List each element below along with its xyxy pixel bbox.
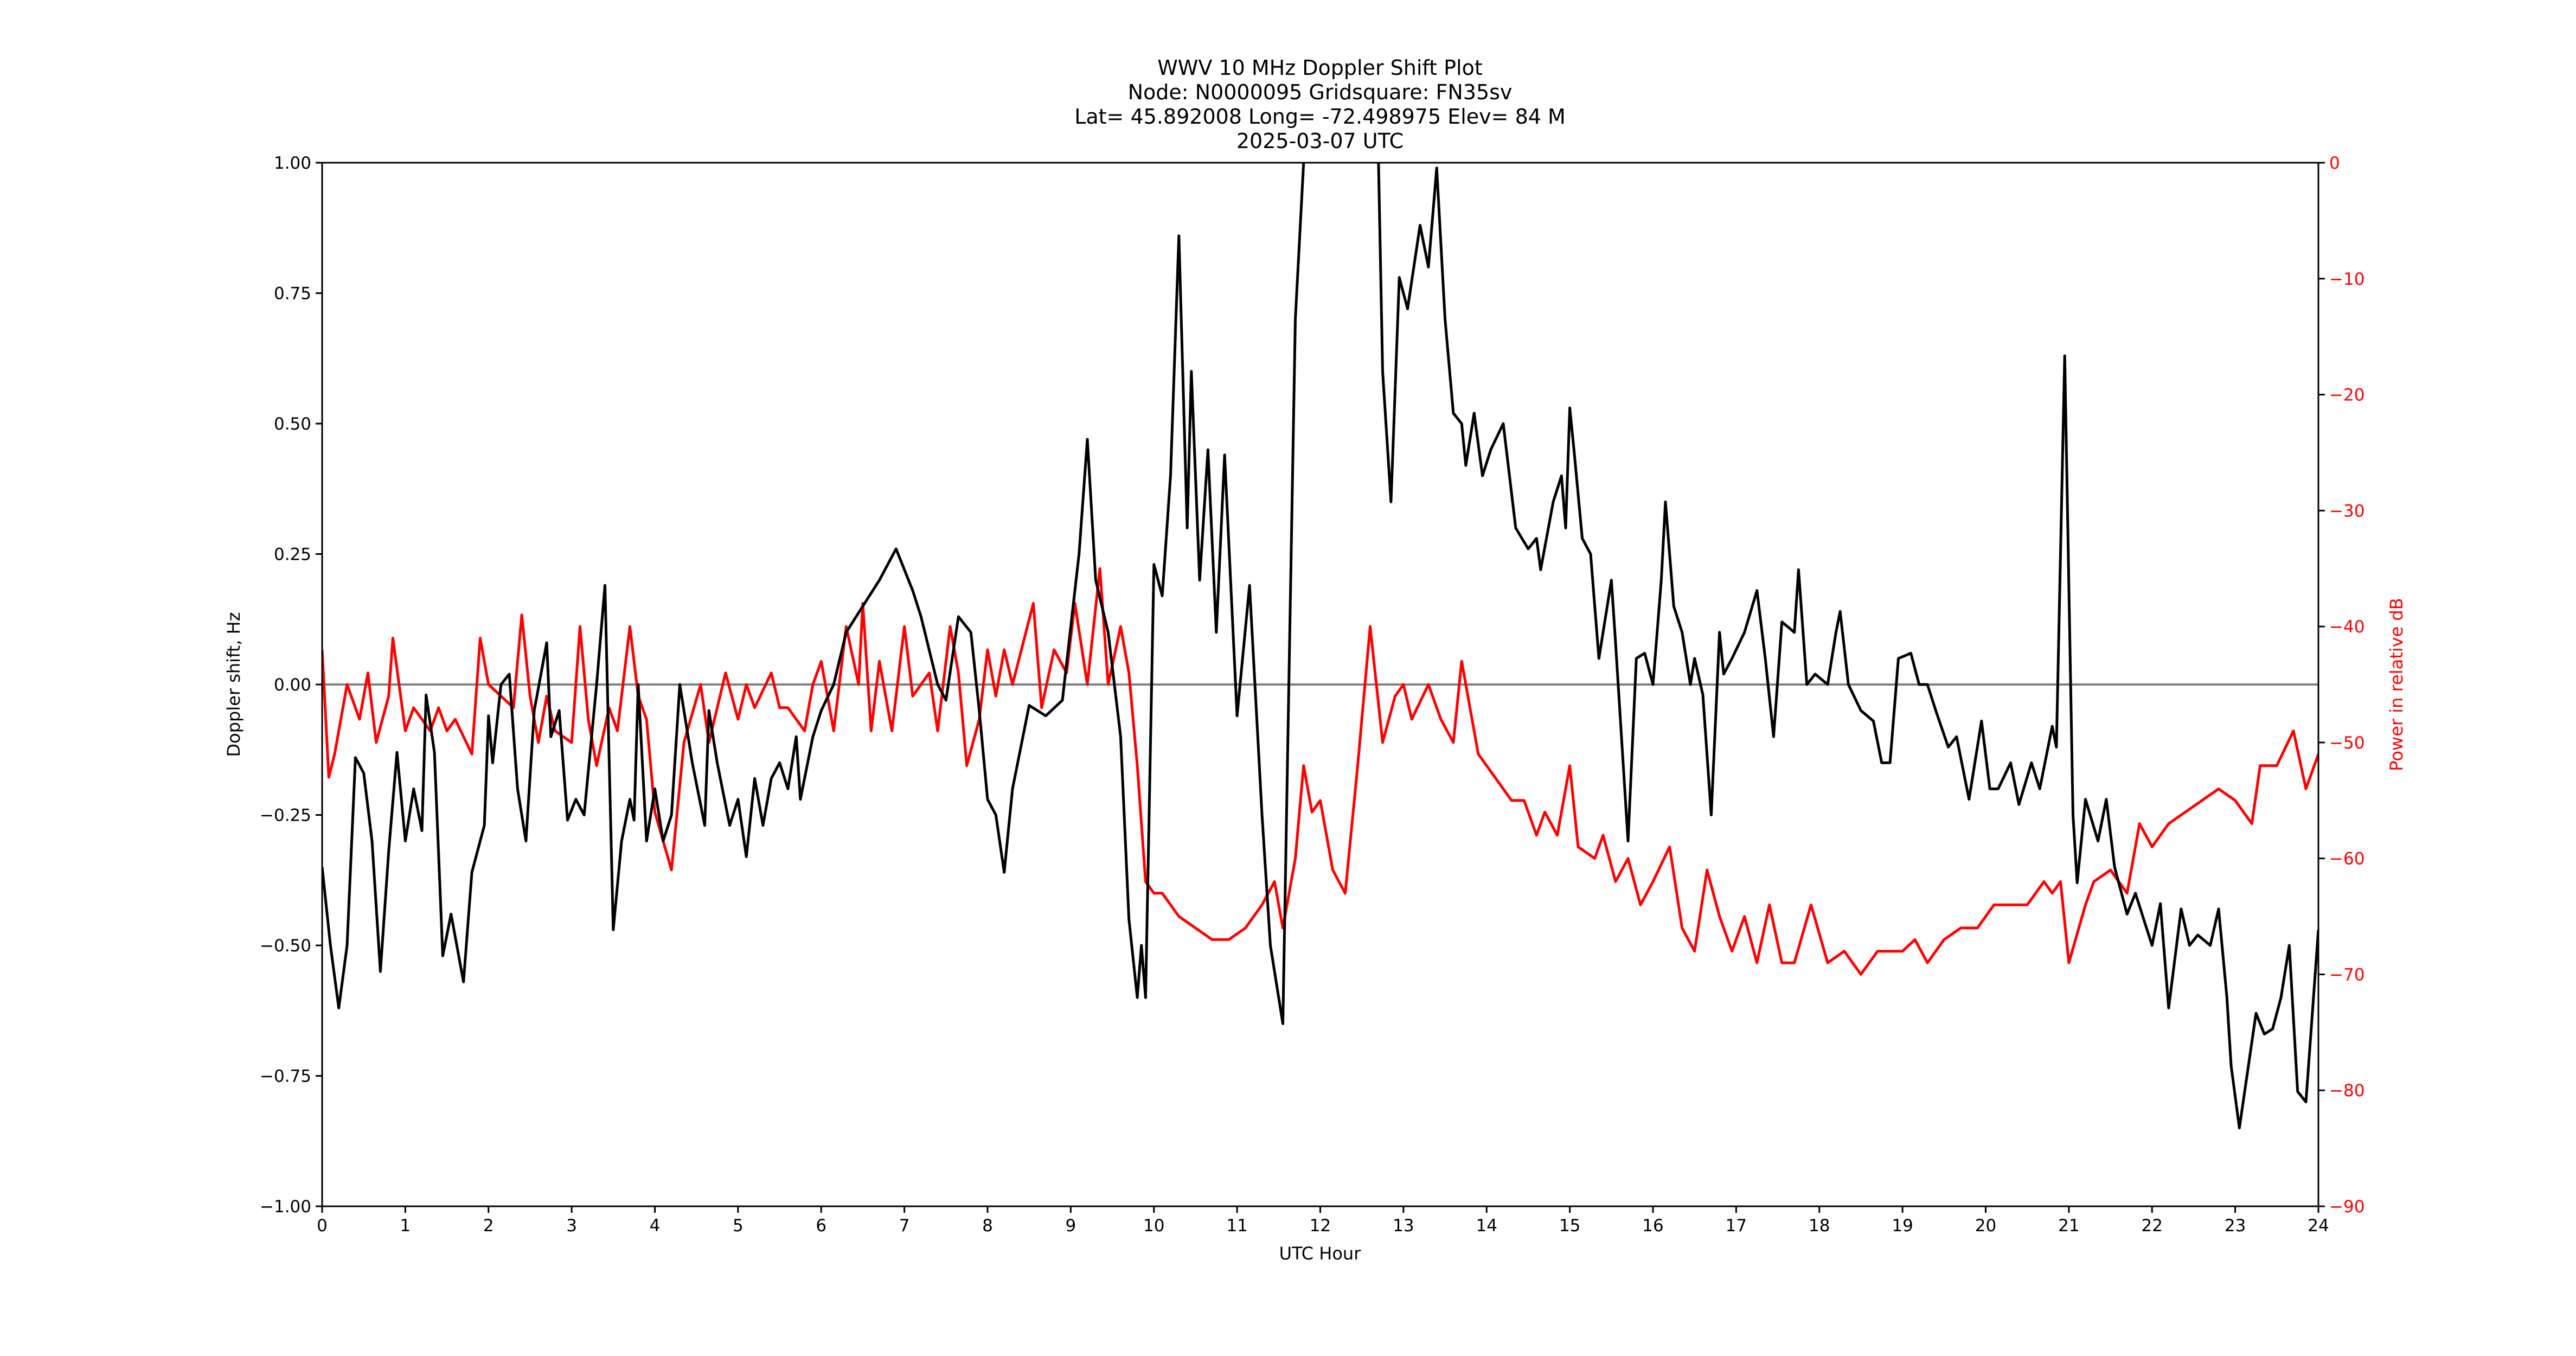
y-tick-label: 0.25 [274, 545, 311, 565]
title-line: Node: N0000095 Gridsquare: FN35sv [1128, 80, 1513, 104]
y-tick-label: −0.25 [260, 806, 311, 826]
y-axis-right: 0 −10 −20 −30 −40 −50 −60 −70 −80 −90 [2318, 153, 2364, 1217]
y2-tick-label: −40 [2329, 617, 2364, 637]
x-tick-label: 20 [1975, 1216, 1996, 1236]
title-line: WWV 10 MHz Doppler Shift Plot [1157, 56, 1483, 80]
y2-tick-label: −50 [2329, 733, 2364, 753]
x-tick-label: 14 [1476, 1216, 1497, 1236]
power-series-line [322, 567, 2318, 976]
doppler-series-line [322, 163, 2318, 1130]
y2-axis-label: Power in relative dB [2386, 598, 2407, 771]
y2-tick-label: −70 [2329, 965, 2364, 984]
y2-tick-label: 0 [2329, 153, 2340, 173]
x-tick-label: 23 [2225, 1216, 2246, 1236]
y-tick-label: −1.00 [260, 1197, 311, 1217]
x-tick-label: 3 [566, 1216, 577, 1236]
y2-tick-label: −60 [2329, 849, 2364, 869]
y-tick-label: 1.00 [274, 153, 311, 173]
x-tick-label: 22 [2142, 1216, 2163, 1236]
y2-tick-label: −20 [2329, 386, 2364, 405]
x-tick-label: 10 [1143, 1216, 1164, 1236]
y2-tick-label: −30 [2329, 501, 2364, 521]
x-tick-label: 18 [1809, 1216, 1830, 1236]
x-tick-label: 17 [1726, 1216, 1747, 1236]
x-tick-label: 9 [1066, 1216, 1076, 1236]
x-tick-label: 13 [1393, 1216, 1414, 1236]
x-tick-label: 2 [483, 1216, 494, 1236]
x-tick-label: 15 [1559, 1216, 1580, 1236]
y2-tick-label: −80 [2329, 1081, 2364, 1101]
y-axis-label: Doppler shift, Hz [223, 612, 244, 757]
x-tick-label: 24 [2308, 1216, 2329, 1236]
y2-tick-label: −10 [2329, 270, 2364, 289]
y-tick-label: −0.50 [260, 936, 311, 956]
x-tick-label: 21 [2058, 1216, 2079, 1236]
x-tick-label: 1 [400, 1216, 411, 1236]
x-tick-label: 12 [1310, 1216, 1331, 1236]
x-tick-label: 4 [650, 1216, 661, 1236]
x-tick-label: 19 [1892, 1216, 1913, 1236]
x-tick-label: 5 [733, 1216, 744, 1236]
title-line: Lat= 45.892008 Long= -72.498975 Elev= 84… [1074, 105, 1566, 129]
x-tick-label: 0 [317, 1216, 328, 1236]
x-tick-label: 11 [1226, 1216, 1247, 1236]
x-tick-label: 16 [1642, 1216, 1663, 1236]
y-tick-label: 0.00 [274, 675, 311, 695]
y-tick-label: −0.75 [260, 1067, 311, 1086]
x-tick-label: 7 [899, 1216, 910, 1236]
y-tick-label: 0.75 [274, 284, 311, 304]
x-axis: 0 1 2 3 4 5 6 7 8 9 10 11 12 13 14 15 16 17 18 19 20 21 22 23 24 [317, 1206, 2329, 1236]
y-tick-label: 0.50 [274, 414, 311, 434]
x-tick-label: 6 [816, 1216, 826, 1236]
x-tick-label: 8 [982, 1216, 993, 1236]
title-line: 2025-03-07 UTC [1236, 129, 1404, 153]
x-axis-label: UTC Hour [1279, 1243, 1362, 1264]
y-axis-left: 1.00 0.75 0.50 0.25 0.00 −0.25 −0.50 −0.75 −1.00 [260, 153, 322, 1217]
y2-tick-label: −90 [2329, 1197, 2364, 1217]
